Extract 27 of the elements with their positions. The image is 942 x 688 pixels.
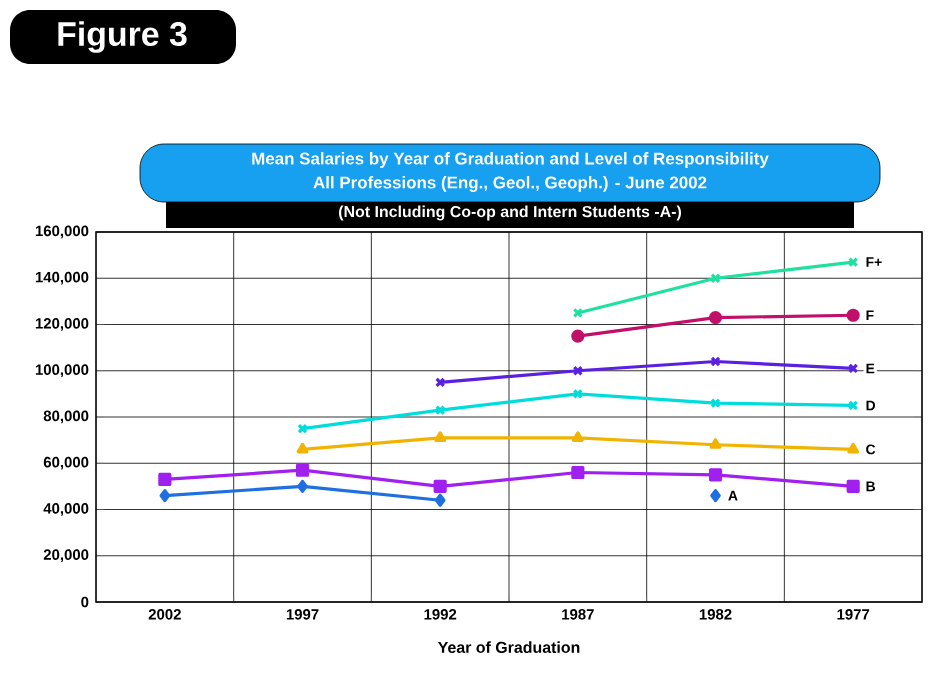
caption: Figure 3 [58,21,187,53]
point [709,438,722,449]
point [571,431,584,442]
point [297,479,308,493]
point [571,329,585,343]
point [296,442,309,454]
point [710,356,721,367]
point [434,493,446,507]
point [434,431,447,442]
point [846,308,860,322]
point [433,479,447,493]
point [159,489,171,503]
point [435,404,446,416]
point [572,365,583,376]
point [708,468,723,482]
point [847,442,860,454]
point [572,388,583,399]
chart-subtitle: All Professions (Eng., Geol., Geoph.) - June 2002 [313,176,707,192]
point [295,463,310,477]
point [710,273,721,284]
point [158,472,172,487]
point [571,465,585,480]
chart-title: Mean Salaries by Year of Graduation and Level of Responsibility [252,152,769,168]
point [710,489,721,503]
point [710,398,721,409]
point [708,310,723,325]
point [846,479,860,493]
